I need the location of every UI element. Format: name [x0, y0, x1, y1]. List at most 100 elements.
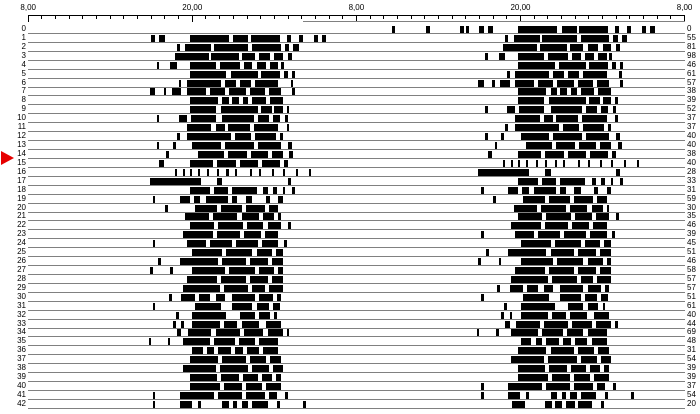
activity-bar: [515, 231, 535, 239]
activity-bar: [602, 97, 611, 105]
row-baseline: [28, 363, 685, 365]
time-axis-label: 20,00: [510, 3, 531, 12]
activity-bar: [542, 177, 557, 185]
minor-tick: [232, 15, 234, 19]
activity-bar: [550, 347, 574, 355]
activity-bar: [546, 383, 570, 390]
activity-bar: [618, 70, 622, 78]
activity-bar: [277, 293, 282, 301]
activity-bar: [480, 293, 484, 301]
activity-bar: [494, 142, 498, 150]
activity-bar: [252, 284, 265, 292]
activity-bar: [601, 400, 604, 408]
activity-bar: [292, 70, 295, 78]
row-baseline: [28, 202, 685, 204]
activity-bar: [587, 302, 599, 310]
activity-bar: [192, 266, 226, 274]
activity-bar: [545, 168, 551, 176]
activity-bar: [480, 391, 484, 399]
activity-bar: [569, 311, 588, 319]
activity-bar: [216, 168, 219, 176]
activity-bar: [606, 186, 611, 194]
activity-bar: [278, 195, 283, 203]
activity-bar: [210, 240, 232, 248]
activity-bar: [479, 26, 484, 33]
minor-tick: [123, 15, 125, 19]
activity-bar: [560, 284, 584, 292]
activity-bar: [249, 356, 267, 364]
row-value-right: 40: [687, 140, 696, 150]
activity-bar: [259, 293, 273, 301]
activity-bar: [278, 266, 283, 274]
minor-tick: [437, 15, 439, 19]
activity-bar: [520, 240, 551, 248]
activity-bar: [484, 133, 488, 141]
activity-bar: [588, 97, 600, 105]
activity-bar: [189, 168, 192, 176]
activity-bar: [541, 204, 566, 212]
row-baseline: [28, 282, 685, 284]
activity-bar: [173, 320, 176, 328]
activity-bar: [234, 168, 237, 176]
activity-bar: [587, 329, 607, 337]
activity-bar: [179, 195, 190, 203]
minor-tick: [314, 15, 316, 19]
activity-bar: [179, 400, 193, 408]
activity-bar: [549, 365, 567, 373]
activity-bar: [636, 159, 639, 167]
row-value-right: 81: [687, 41, 696, 51]
activity-bar: [568, 150, 587, 158]
activity-bar: [484, 106, 488, 114]
activity-bar: [642, 26, 647, 33]
activity-bar: [484, 52, 488, 60]
activity-bar: [277, 400, 280, 408]
activity-bar: [227, 150, 247, 158]
activity-bar: [245, 383, 263, 390]
activity-bar: [186, 88, 206, 96]
activity-bar: [495, 329, 499, 337]
activity-bar: [595, 320, 611, 328]
row-value-right: 40: [687, 131, 696, 141]
activity-bar: [223, 320, 238, 328]
activity-bar: [569, 391, 577, 399]
minor-tick: [451, 15, 453, 19]
selected-row-marker-icon[interactable]: [1, 150, 14, 165]
row-number-left: 22: [17, 220, 26, 230]
row-value-right: 37: [687, 381, 696, 390]
row-number-left: 28: [17, 273, 26, 283]
row-number-left: 11: [17, 122, 26, 132]
row-baseline: [28, 211, 685, 213]
activity-bar: [515, 266, 546, 274]
activity-bar: [631, 391, 634, 399]
activity-bar: [242, 97, 249, 105]
activity-bar: [577, 159, 580, 167]
activity-bar: [234, 133, 252, 141]
activity-bar: [501, 133, 505, 141]
activity-bar: [259, 311, 271, 319]
activity-bar: [597, 195, 607, 203]
activity-bar: [480, 231, 484, 239]
row-value-right: 37: [687, 122, 696, 132]
activity-bar: [282, 186, 286, 194]
row-value-right: 46: [687, 59, 696, 69]
activity-bar: [275, 249, 283, 257]
activity-bar: [214, 338, 235, 346]
activity-bar: [590, 150, 608, 158]
activity-bar: [259, 52, 271, 60]
activity-bar: [617, 142, 622, 150]
activity-bar: [583, 70, 607, 78]
activity-bar: [580, 88, 595, 96]
activity-bar: [263, 347, 279, 355]
row-baseline: [28, 77, 685, 79]
activity-bar: [262, 374, 272, 382]
row-number-left: 7: [21, 86, 26, 96]
minor-tick: [410, 15, 412, 19]
activity-bar: [207, 347, 215, 355]
activity-bar: [520, 302, 555, 310]
row-number-left: 19: [17, 193, 26, 203]
activity-bar: [240, 311, 256, 319]
activity-bar: [546, 213, 572, 221]
activity-bar: [219, 61, 241, 69]
activity-bar: [167, 338, 171, 346]
activity-bar: [554, 240, 581, 248]
